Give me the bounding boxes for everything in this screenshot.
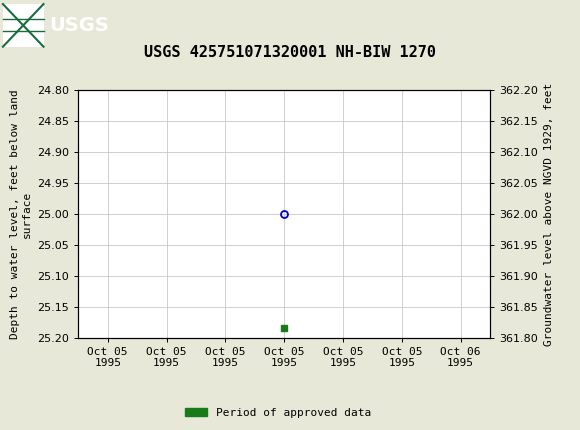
Y-axis label: Depth to water level, feet below land
surface: Depth to water level, feet below land su… bbox=[10, 89, 32, 339]
Bar bbox=[3, 4, 43, 47]
Text: USGS 425751071320001 NH-BIW 1270: USGS 425751071320001 NH-BIW 1270 bbox=[144, 45, 436, 60]
Y-axis label: Groundwater level above NGVD 1929, feet: Groundwater level above NGVD 1929, feet bbox=[543, 82, 553, 346]
Legend: Period of approved data: Period of approved data bbox=[181, 403, 376, 422]
Text: USGS: USGS bbox=[49, 16, 109, 35]
